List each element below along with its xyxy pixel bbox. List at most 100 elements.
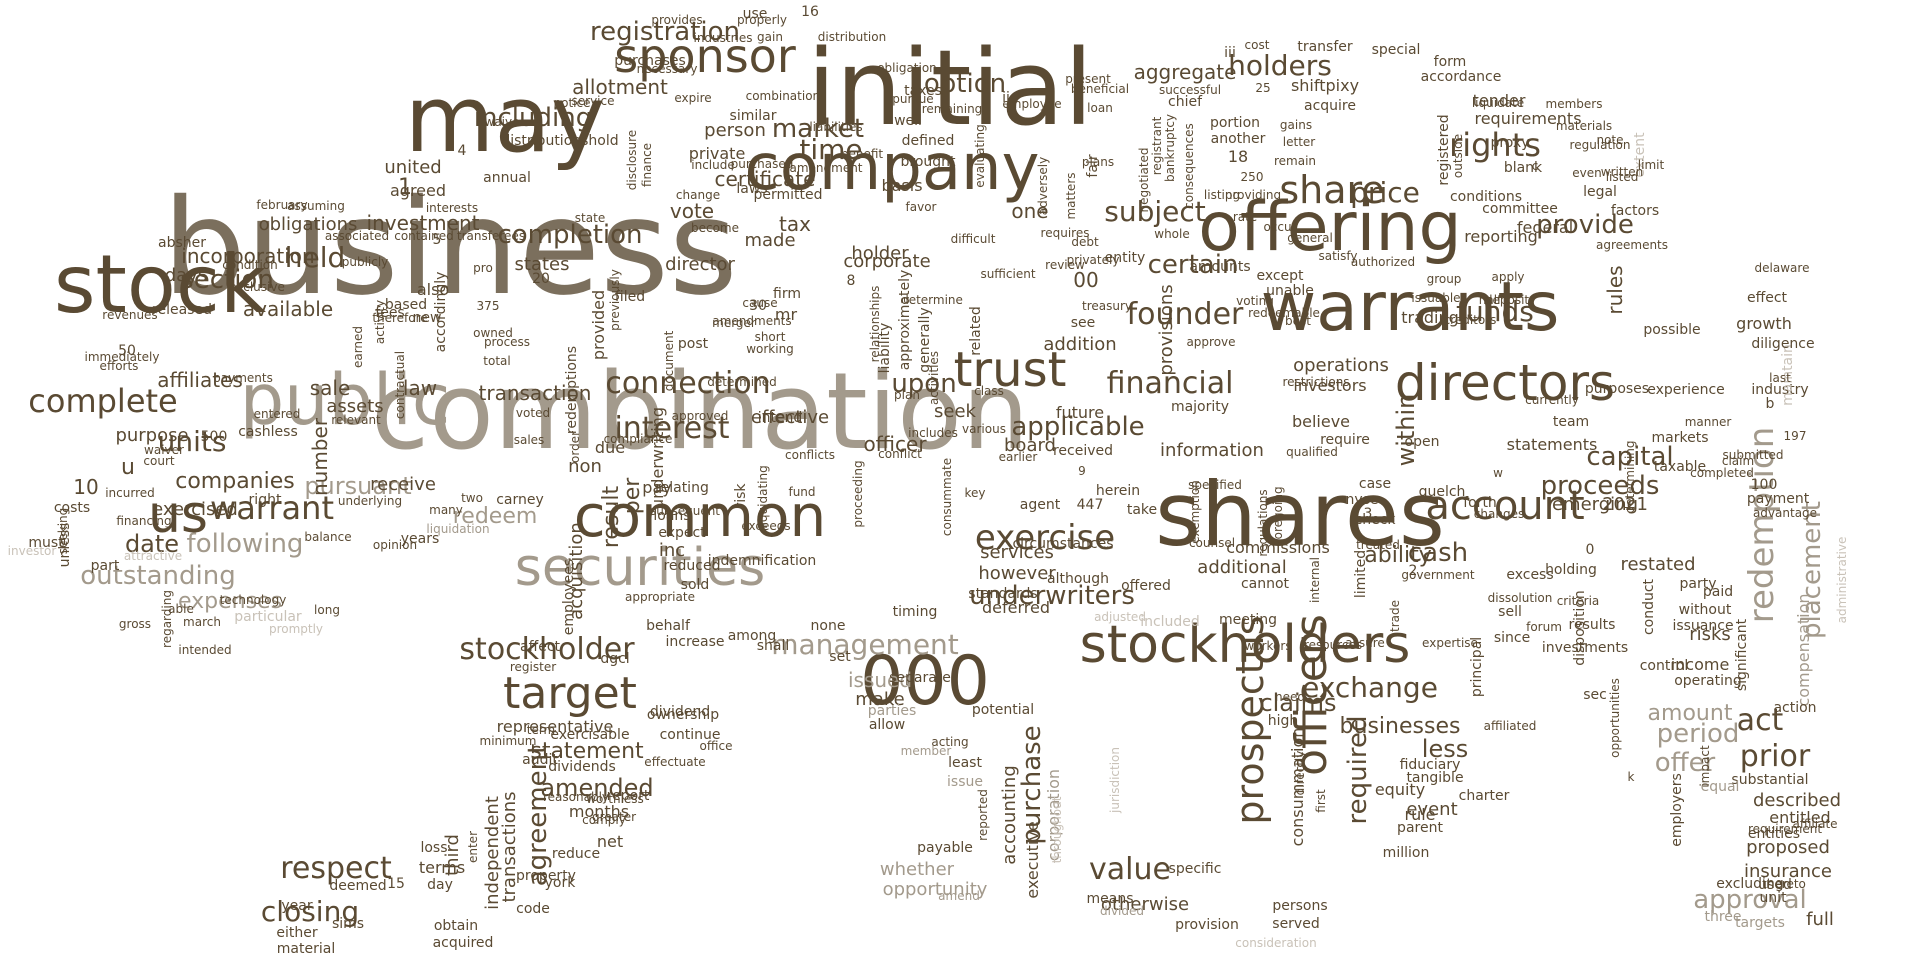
cloud-word-purchased: purchased [730,157,794,171]
cloud-word-shall: shall [756,638,790,654]
cloud-word-offer: offer [1654,748,1716,778]
cloud-word-forum: forum [1526,620,1562,634]
cloud-word-insurance: insurance [1743,861,1833,882]
cloud-word-payment: payment [1746,491,1810,507]
cloud-word-listing: listing [1203,188,1241,202]
cloud-word-investors: investors [1293,376,1367,395]
cloud-word-officer: officer [863,432,927,456]
cloud-word-entities: entities [1747,826,1801,842]
cloud-word-activity: activity [373,299,387,345]
cloud-word-upon: upon [891,369,957,399]
cloud-word-carney: carney [496,492,544,508]
cloud-word-privately: privately [1066,253,1120,267]
cloud-word-full: full [1806,909,1834,930]
cloud-word-emerging: emerging [1551,494,1639,515]
cloud-word-registered: registered [1436,114,1452,186]
cloud-word-holding: holding [1545,562,1597,578]
cloud-word-enter: enter [466,830,480,864]
cloud-word-disclosure: disclosure [625,129,639,191]
cloud-word-private: private [688,144,746,163]
cloud-word-issue: issue [947,774,983,790]
cloud-word-act: act [1736,703,1784,738]
cloud-word-loan: loan [1087,101,1113,115]
cloud-word-c: c [1531,159,1539,173]
cloud-word-process: process [483,335,531,349]
cloud-word-corporate: corporate [843,251,931,272]
cloud-word-transferees: transferees [456,229,526,243]
cloud-word-firm: firm [773,286,801,302]
cloud-word-key: key [964,486,986,500]
cloud-word-defined: defined [901,133,955,149]
cloud-word-set: set [829,649,851,665]
cloud-word-required: required [1343,715,1373,825]
cloud-word-tangible: tangible [1406,770,1464,786]
cloud-word-negotiated: negotiated [1137,147,1151,213]
cloud-word-total: total [483,354,511,368]
cloud-word-filed: filed [614,289,646,305]
cloud-word-amendments: amendments [712,314,792,328]
cloud-word-opportunities: opportunities [1608,678,1622,758]
cloud-word-liabilities: liabilities [809,120,863,134]
cloud-word-need: need [1275,690,1305,704]
cloud-word-qualified: qualified [1286,445,1338,459]
cloud-word-year: year [281,898,313,914]
cloud-word-option: option [923,69,1007,99]
cloud-word-agent: agent [1019,497,1061,513]
cloud-word-another: another [1210,131,1266,147]
cloud-word-2021: 2021 [1602,494,1648,515]
cloud-word-16: 16 [801,4,819,20]
cloud-word-standards: standards [968,586,1038,602]
cloud-word-blank: blank [1503,160,1543,176]
cloud-word-greater: greater [591,810,637,824]
cloud-word-chief: chief [1167,94,1203,110]
cloud-word-statements: statements [1506,435,1598,454]
cloud-word-activities: activities [927,350,941,406]
cloud-word-least: least [948,755,982,771]
cloud-word-criteria: criteria [1556,594,1600,608]
cloud-word-merger: merger [712,316,756,330]
cloud-word-registrant: registrant [1150,116,1164,176]
cloud-word-affiliates: affiliates [157,368,243,392]
cloud-word-excluding: excluding [1716,876,1784,892]
cloud-word-consummate: consummate [940,457,954,537]
cloud-word-target: target [503,668,637,719]
cloud-word-b: b [1765,396,1775,412]
cloud-word-payable: payable [917,840,973,856]
cloud-word-indemnification: indemnification [707,553,817,569]
cloud-word-assets: assets [326,396,384,417]
cloud-word-years: years [400,531,440,547]
cloud-word-whole: whole [1154,227,1190,241]
cloud-word-delaware: delaware [1754,261,1810,275]
cloud-word-permitted: permitted [753,187,823,203]
cloud-word-applicable: applicable [1011,412,1145,442]
cloud-word-completed: completed [1690,466,1754,480]
cloud-word-amendment: amendment [789,161,863,175]
cloud-word-intended: intended [178,643,232,657]
cloud-word-half: half [1478,293,1502,307]
cloud-word-risks: risks [1689,624,1731,645]
cloud-word-risk: risk [733,483,749,509]
cloud-word-effect: effect [1746,290,1788,306]
cloud-word-entity: entity [1104,250,1146,266]
cloud-word-including: including [473,103,593,133]
cloud-word-day: day [427,877,453,893]
cloud-word-present: present [1065,72,1111,86]
cloud-word-laws: laws [736,181,768,197]
cloud-word-separate: separate [889,670,951,686]
cloud-word-written: written [1600,165,1644,179]
cloud-word-tender: tender [1472,91,1526,110]
cloud-word-factors: factors [1610,203,1660,219]
cloud-word-k: k [1627,770,1635,784]
cloud-word-paid: paid [1702,584,1734,600]
cloud-word-cash: cash [1407,538,1469,568]
cloud-word-requirement: requirement [1747,822,1823,836]
cloud-word-taxes: taxes [904,83,942,99]
cloud-word-approved: approved [671,409,729,423]
cloud-word-fiduciary: fiduciary [1399,757,1461,773]
cloud-word-workers: workers [1244,639,1292,653]
cloud-word-previously: previously [608,269,622,331]
cloud-word-executive: executive [1023,821,1042,899]
cloud-word-determined: determined [707,375,777,389]
cloud-word-acquire: acquire [1304,98,1356,114]
cloud-word-long: long [314,603,340,617]
